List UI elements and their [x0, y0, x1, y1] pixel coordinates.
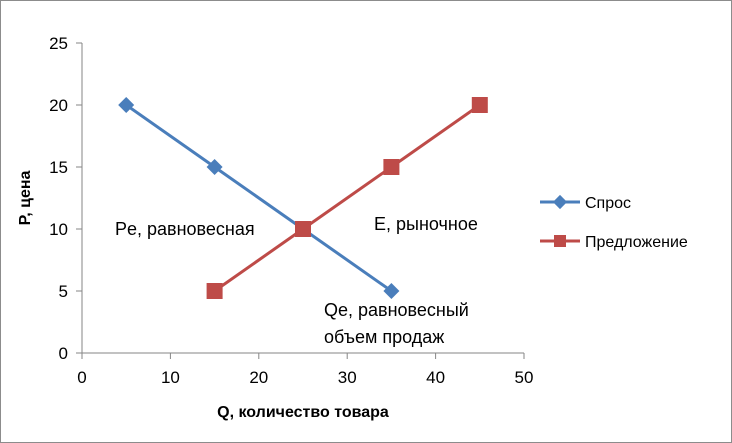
series-supply — [206, 97, 488, 299]
axes — [81, 43, 524, 354]
annotation-qe-line1: Qe, равновесный — [324, 300, 469, 320]
y-tick-label: 5 — [59, 282, 68, 301]
y-tick-label: 10 — [49, 220, 68, 239]
x-tick-label: 30 — [338, 368, 357, 387]
series-line-supply — [213, 103, 481, 293]
legend-label-supply: Предложение — [585, 234, 688, 251]
data-point-demand — [118, 97, 135, 113]
series-demand — [118, 97, 400, 299]
data-point-supply — [295, 221, 311, 237]
x-tick-label: 0 — [77, 368, 86, 387]
data-point-demand — [206, 159, 223, 175]
data-point-supply — [206, 283, 223, 299]
x-tick-label: 20 — [249, 368, 268, 387]
legend-item-demand: Спрос — [540, 194, 631, 212]
legend-marker-supply — [554, 235, 566, 247]
data-point-supply — [471, 97, 488, 113]
ticks: 0 5 10 15 20 25 0 10 20 30 40 50 — [49, 34, 533, 387]
legend-item-supply: Предложение — [540, 234, 688, 251]
annotation-qe-line2: объем продаж — [324, 327, 444, 347]
data-point-supply — [383, 159, 400, 175]
annotation-pe: Pe, равновесная — [115, 219, 255, 239]
annotation-e: E, рыночное — [374, 214, 478, 234]
series-line-demand — [125, 103, 393, 293]
x-tick-label: 10 — [161, 368, 180, 387]
y-tick-label: 15 — [49, 158, 68, 177]
data-point-demand — [383, 283, 400, 299]
x-tick-label: 40 — [426, 368, 445, 387]
legend: Спрос Предложение — [540, 194, 688, 251]
legend-marker-demand — [552, 194, 568, 210]
y-tick-label: 20 — [49, 96, 68, 115]
legend-label-demand: Спрос — [585, 195, 631, 212]
y-tick-label: 25 — [49, 34, 68, 53]
y-tick-label: 0 — [59, 344, 68, 363]
series-layer — [118, 97, 488, 299]
y-axis-title: P, цена — [17, 171, 34, 226]
x-tick-label: 50 — [515, 368, 534, 387]
x-axis-title: Q, количество товара — [217, 404, 389, 421]
